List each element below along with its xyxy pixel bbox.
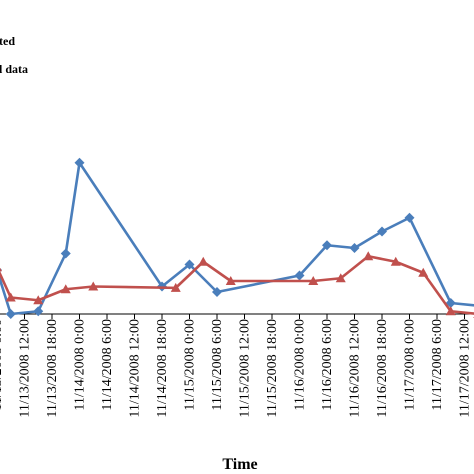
series-1-point (60, 248, 71, 259)
series-1-point (349, 243, 360, 253)
x-tick-label: 11/13/2008 12:00 (18, 319, 33, 418)
x-tick-label: 11/16/2008 12:00 (348, 319, 363, 418)
x-tick-label: 11/13/2008 6:00 (0, 319, 5, 411)
x-axis-tick-labels: 11/13/2008 6:00 11/13/2008 12:00 11/13/200… (0, 319, 473, 418)
series-1-point (377, 226, 387, 237)
x-tick-label: 11/17/2008 6:00 (430, 319, 445, 411)
x-tick-label: 11/16/2008 18:00 (375, 319, 390, 418)
series-2-point (33, 295, 44, 305)
x-tick-label: 11/15/2008 0:00 (183, 319, 198, 411)
x-tick-label: 11/13/2008 18:00 (45, 319, 60, 418)
series-2-point (0, 267, 2, 272)
series-1-point (322, 240, 332, 251)
series-2-point (5, 292, 16, 302)
series-2-line (0, 254, 474, 315)
x-tick-label: 11/14/2008 6:00 (100, 319, 115, 411)
legend: ted l data (0, 34, 28, 76)
series-2 (0, 251, 474, 318)
series-2-point (445, 306, 456, 316)
series-1-line (0, 161, 474, 316)
x-tick-label: 11/15/2008 12:00 (238, 319, 253, 418)
series-2-point (418, 267, 429, 277)
series-1 (0, 157, 474, 319)
series-2-point (198, 256, 209, 266)
legend-entry-1-label: ted (0, 34, 15, 48)
series-1-point (294, 270, 305, 281)
series-layer (0, 157, 474, 319)
x-tick-label: 11/14/2008 18:00 (155, 319, 170, 418)
series-1-point (404, 212, 415, 223)
series-1-point (212, 287, 222, 297)
x-axis-title: Time (222, 456, 257, 473)
x-tick-label: 11/15/2008 6:00 (210, 319, 225, 411)
series-1-point (33, 306, 44, 317)
series-1-point (184, 259, 195, 270)
series-2-point (308, 276, 319, 285)
series-1-point (445, 298, 456, 308)
series-2-point (88, 281, 99, 291)
series-1-point (5, 309, 16, 319)
x-tick-label: 11/16/2008 6:00 (320, 319, 335, 411)
series-2-point (363, 251, 374, 261)
series-2-point (170, 282, 181, 292)
series-1-point (74, 157, 85, 168)
x-axis-ticks (24, 314, 465, 319)
x-tick-label: 11/15/2008 18:00 (265, 319, 280, 418)
x-tick-label: 11/14/2008 0:00 (73, 319, 88, 411)
series-2-point (390, 256, 401, 266)
x-tick-label: 11/17/2008 0:00 (403, 319, 418, 411)
legend-entry-2-label: l data (0, 62, 28, 76)
series-2-point (60, 284, 71, 294)
x-tick-label: 11/14/2008 12:00 (128, 319, 143, 418)
x-tick-label: 11/16/2008 0:00 (293, 319, 308, 411)
series-2-point (335, 273, 346, 283)
series-2-point (225, 276, 236, 285)
x-tick-label: 11/17/2008 12:00 (458, 319, 473, 418)
